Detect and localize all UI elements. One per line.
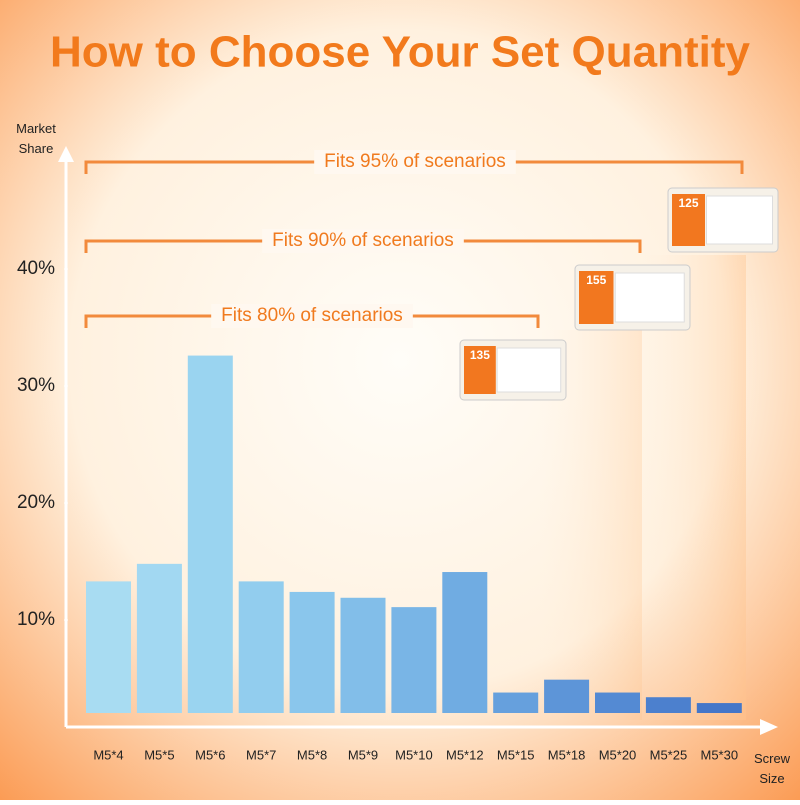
bar: [340, 597, 386, 713]
kit-panel: [672, 194, 705, 246]
annotation: Fits 90% of scenarios: [272, 230, 454, 251]
bar: [187, 355, 233, 713]
y-axis-label: Market Share: [16, 121, 56, 156]
annotation: Fits 95% of scenarios: [324, 151, 506, 172]
bar: [442, 572, 488, 713]
x-tick-label: M5*20: [599, 747, 637, 762]
bar: [645, 697, 691, 713]
kit-count: 125: [678, 196, 698, 210]
kit-count: 155: [586, 273, 606, 287]
bar: [696, 703, 742, 713]
chart-title: How to Choose Your Set Quantity: [50, 28, 750, 77]
kit-count: 135: [470, 348, 490, 362]
y-tick-label: 40%: [17, 258, 55, 279]
x-tick-label: M5*4: [93, 747, 123, 762]
y-axis-arrow: [58, 146, 74, 162]
y-tick-label: 30%: [17, 375, 55, 396]
x-tick-label: M5*25: [650, 747, 688, 762]
bar: [544, 679, 590, 713]
y-tick-label: 20%: [17, 492, 55, 513]
kit-card: [706, 195, 773, 245]
x-tick-label: M5*18: [548, 747, 586, 762]
bar: [86, 581, 131, 713]
bar: [238, 581, 284, 713]
x-tick-label: M5*8: [297, 747, 327, 762]
y-tick-label: 10%: [17, 609, 55, 630]
x-tick-label: M5*7: [246, 747, 276, 762]
bar: [136, 563, 182, 713]
bar: [391, 607, 437, 713]
shade: [642, 255, 746, 720]
annotation: Fits 80% of scenarios: [221, 305, 403, 326]
annotation-bg: [211, 304, 413, 328]
annotation-bg: [314, 150, 516, 174]
bar: [595, 692, 640, 713]
annotation-bg: [262, 229, 464, 253]
kit-card: [614, 272, 685, 323]
x-axis-arrow: [760, 719, 778, 735]
x-tick-label: M5*6: [195, 747, 225, 762]
x-tick-label: M5*15: [497, 747, 535, 762]
x-tick-label: M5*10: [395, 747, 433, 762]
x-tick-label: M5*30: [701, 747, 739, 762]
kit-panel: [579, 271, 614, 324]
x-axis-label: Screw Size: [754, 751, 791, 786]
x-tick-label: M5*12: [446, 747, 484, 762]
x-tick-label: M5*5: [144, 747, 174, 762]
x-tick-label: M5*9: [348, 747, 378, 762]
bar: [493, 692, 539, 713]
kit-panel: [464, 346, 496, 394]
kit-card: [496, 347, 562, 393]
bar: [289, 591, 335, 713]
